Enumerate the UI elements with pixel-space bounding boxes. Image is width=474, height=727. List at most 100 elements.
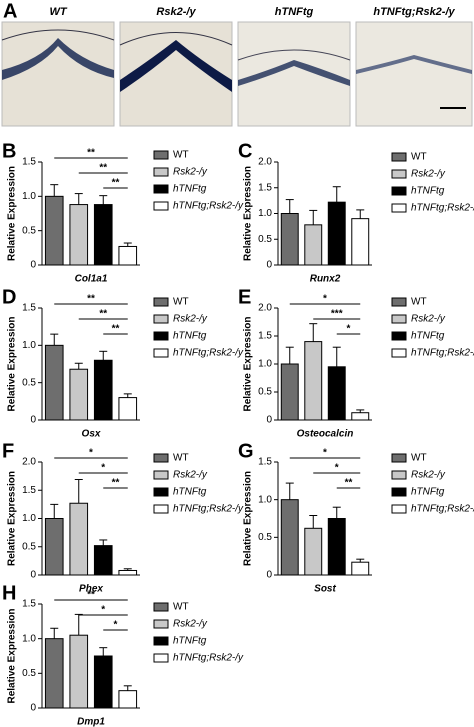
- legend-swatch: [153, 487, 169, 497]
- legend-swatch: [153, 167, 169, 177]
- y-tick-label: 0: [30, 703, 36, 714]
- y-tick-label: 1.5: [22, 485, 36, 496]
- bar: [327, 518, 346, 576]
- significance-label: **: [99, 309, 107, 320]
- image: [119, 21, 233, 127]
- significance-label: *: [347, 324, 351, 335]
- panel-letter: F: [2, 440, 14, 462]
- image: [1, 21, 115, 127]
- y-tick-label: 0.5: [258, 532, 272, 543]
- x-axis-label: Sost: [314, 584, 336, 595]
- y-tick-label: 1.0: [22, 340, 36, 351]
- legend-label: WT: [173, 150, 189, 161]
- legend-label: Rsk2-/y: [411, 314, 446, 325]
- y-tick-label: 0.5: [258, 387, 272, 398]
- legend-label: hTNFtg;Rsk2-/y: [173, 348, 244, 359]
- image: [355, 21, 473, 127]
- legend-label: hTNFtg;Rsk2-/y: [173, 504, 244, 515]
- legend-label: Rsk2-/y: [173, 619, 208, 630]
- y-tick-label: 0: [30, 415, 36, 426]
- bar: [327, 201, 346, 266]
- significance-label: **: [87, 294, 95, 305]
- significance-label: **: [112, 478, 120, 489]
- legend-swatch: [391, 453, 407, 463]
- bar: [327, 366, 346, 421]
- legend-swatch: [153, 504, 169, 514]
- y-axis-label: Relative Expression: [7, 166, 18, 261]
- y-tick-label: 1.5: [258, 457, 272, 468]
- y-axis-label: Relative Expression: [7, 316, 18, 411]
- significance-label: *: [335, 463, 339, 474]
- legend-label: hTNFtg: [173, 636, 207, 647]
- panel-letter: B: [2, 140, 16, 162]
- y-tick-label: 2.0: [258, 157, 272, 168]
- y-tick-label: 0: [266, 570, 272, 581]
- image-title: hTNFtg: [275, 6, 314, 18]
- legend-swatch: [391, 487, 407, 497]
- y-axis-label: Relative Expression: [7, 471, 18, 566]
- legend-label: WT: [411, 152, 427, 163]
- legend-label: WT: [411, 453, 427, 464]
- bar: [118, 397, 138, 421]
- panel-letter: H: [2, 582, 16, 604]
- legend-swatch: [391, 297, 407, 307]
- significance-label: *: [323, 294, 327, 305]
- legend-label: hTNFtg;Rsk2-/y: [173, 201, 244, 212]
- legend-swatch: [391, 331, 407, 341]
- legend-swatch: [153, 619, 169, 629]
- legend-label: hTNFtg: [173, 331, 207, 342]
- y-tick-label: 0.5: [258, 234, 272, 245]
- legend-label: hTNFtg;Rsk2-/y: [411, 203, 474, 214]
- y-axis-label: Relative Expression: [243, 166, 254, 261]
- legend-label: Rsk2-/y: [173, 167, 208, 178]
- legend-swatch: [153, 201, 169, 211]
- legend-swatch: [391, 186, 407, 196]
- bar: [44, 518, 64, 576]
- legend-swatch: [153, 348, 169, 358]
- bar: [93, 359, 113, 421]
- bar: [69, 204, 89, 266]
- bar: [118, 569, 138, 576]
- y-tick-label: 0: [30, 570, 36, 581]
- bar: [304, 224, 323, 266]
- y-tick-label: 1.0: [22, 633, 36, 644]
- legend-swatch: [153, 297, 169, 307]
- bar: [44, 195, 64, 266]
- legend-label: hTNFtg: [411, 186, 445, 197]
- panel-letter: E: [238, 286, 251, 308]
- legend-swatch: [153, 636, 169, 646]
- y-axis-label: Relative Expression: [243, 471, 254, 566]
- y-tick-label: 1.5: [22, 303, 36, 314]
- legend-swatch: [153, 331, 169, 341]
- legend-label: WT: [173, 453, 189, 464]
- significance-label: *: [323, 448, 327, 459]
- y-tick-label: 1.5: [258, 331, 272, 342]
- significance-label: *: [101, 605, 105, 616]
- x-axis-label: Osx: [82, 429, 101, 440]
- legend-label: Rsk2-/y: [173, 470, 208, 481]
- bar: [93, 204, 113, 266]
- bar: [351, 561, 370, 576]
- bar: [44, 638, 64, 709]
- bar: [69, 368, 89, 421]
- legend-label: hTNFtg: [173, 487, 207, 498]
- significance-label: **: [112, 324, 120, 335]
- legend-swatch: [391, 314, 407, 324]
- bar: [280, 363, 299, 421]
- legend-swatch: [153, 150, 169, 160]
- bar: [280, 499, 299, 576]
- legend-label: WT: [173, 602, 189, 613]
- legend-label: Rsk2-/y: [411, 169, 446, 180]
- legend-label: Rsk2-/y: [173, 314, 208, 325]
- significance-label: **: [87, 148, 95, 159]
- significance-label: *: [89, 448, 93, 459]
- y-tick-label: 2.0: [258, 303, 272, 314]
- y-axis-label: Relative Expression: [7, 608, 18, 703]
- legend-label: WT: [411, 297, 427, 308]
- bar: [69, 634, 89, 709]
- bar: [351, 412, 370, 421]
- y-tick-label: 2.0: [22, 457, 36, 468]
- x-axis-label: Dmp1: [77, 717, 105, 727]
- legend-swatch: [153, 470, 169, 480]
